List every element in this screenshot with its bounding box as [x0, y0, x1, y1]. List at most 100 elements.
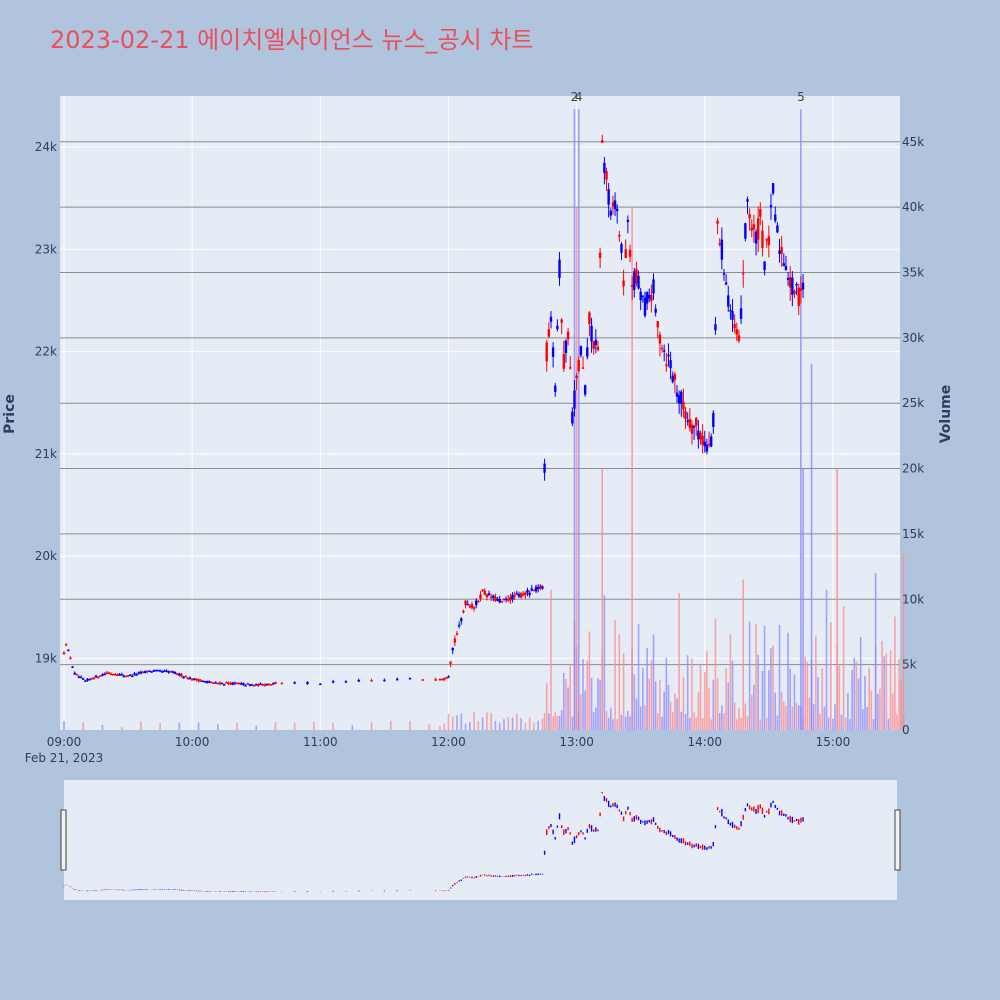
volume-bar	[469, 721, 471, 730]
candle-body	[156, 669, 160, 672]
volume-bar	[823, 706, 826, 730]
volume-bar	[671, 712, 674, 730]
volume-bar	[876, 693, 879, 730]
volume-bars	[63, 109, 905, 731]
chart-title: 2023-02-21 에이치엘사이언스 뉴스_공시 차트	[50, 26, 533, 54]
volume-bar	[464, 723, 467, 730]
range-slider-background[interactable]	[64, 780, 897, 900]
candle-body	[370, 680, 373, 682]
volume-bar	[63, 720, 65, 730]
candle-body	[620, 243, 623, 253]
volume-bar	[891, 692, 894, 730]
candle-body	[457, 624, 461, 627]
candle-body	[139, 671, 143, 674]
candle-body	[475, 600, 478, 606]
volume-bar	[605, 710, 608, 730]
volume-tick-label: 15k	[902, 527, 924, 541]
candle-body	[579, 346, 583, 356]
candle-body	[718, 243, 721, 245]
volume-bar	[699, 664, 702, 730]
volume-tick-label: 40k	[902, 200, 924, 214]
volume-bar	[620, 714, 623, 730]
candle-body	[250, 684, 254, 686]
volume-bar	[761, 670, 764, 730]
candle-body	[571, 411, 574, 424]
volume-bar	[778, 624, 781, 730]
candle-body	[445, 677, 448, 679]
candle-body	[176, 673, 179, 675]
volume-bar	[674, 693, 676, 730]
candle-body	[778, 250, 781, 254]
time-tick-label: 15:00	[816, 735, 851, 749]
candle-body	[592, 341, 595, 349]
range-slider-left-handle[interactable]	[60, 809, 67, 871]
main-plot-background	[60, 96, 900, 730]
candle-body	[84, 680, 87, 682]
candle-body	[712, 412, 715, 427]
candle-body	[524, 592, 527, 596]
candle-body	[182, 676, 185, 679]
candle-body	[216, 682, 219, 685]
candle-body	[748, 213, 751, 219]
volume-bar	[528, 717, 531, 730]
candle-body	[190, 679, 194, 681]
volume-tick-label: 25k	[902, 396, 924, 410]
candle-body	[590, 325, 593, 342]
volume-bar	[829, 622, 832, 730]
candle-body	[701, 435, 704, 445]
candle-body	[737, 335, 741, 341]
candle-body	[645, 292, 649, 304]
candle-body	[739, 308, 743, 319]
volume-bar	[712, 679, 715, 730]
candle-body	[246, 683, 249, 685]
volume-bar	[516, 713, 518, 730]
candle-body	[754, 231, 758, 244]
candle-body	[440, 678, 444, 681]
volume-bar	[686, 655, 689, 730]
volume-tick-label: 45k	[902, 135, 924, 149]
volume-bar	[389, 720, 392, 730]
candle-body	[716, 220, 719, 224]
volume-bar	[733, 702, 736, 730]
volume-bar	[723, 713, 725, 730]
volume-bar	[447, 713, 450, 730]
candle-body	[671, 375, 674, 382]
candle-body	[77, 676, 81, 679]
volume-bar	[481, 717, 484, 730]
candle-body	[455, 633, 459, 635]
candle-body	[118, 674, 121, 676]
volume-bar	[689, 717, 691, 730]
volume-bar	[725, 668, 727, 730]
candle-body	[319, 683, 322, 686]
candle-body	[173, 672, 177, 674]
candle-body	[383, 679, 386, 682]
volume-bar	[609, 707, 612, 730]
candle-body	[605, 171, 608, 180]
candle-body	[750, 227, 753, 231]
candle-body	[494, 596, 497, 602]
candle-body	[765, 239, 768, 241]
candle-body	[522, 593, 525, 596]
volume-bar	[680, 711, 683, 730]
volume-bar	[575, 207, 578, 730]
candle-body	[396, 678, 399, 681]
volume-bar	[599, 679, 601, 730]
volume-bar	[571, 716, 574, 730]
volume-bar	[486, 712, 488, 730]
candle-body	[442, 678, 446, 680]
candle-body	[603, 162, 606, 173]
volume-bar	[827, 717, 830, 730]
candle-body	[188, 677, 192, 680]
volume-bar	[590, 677, 593, 730]
candle-body	[731, 311, 734, 320]
volume-bar	[332, 723, 334, 730]
time-tick-label: 11:00	[303, 735, 338, 749]
candle-body	[767, 236, 771, 246]
candle-body	[496, 598, 499, 601]
volume-bar	[550, 589, 552, 730]
volume-bar	[706, 651, 708, 730]
range-slider-right-handle[interactable]	[894, 809, 901, 871]
volume-bar	[847, 692, 849, 730]
volume-bar	[806, 661, 809, 730]
volume-bar	[716, 678, 719, 730]
